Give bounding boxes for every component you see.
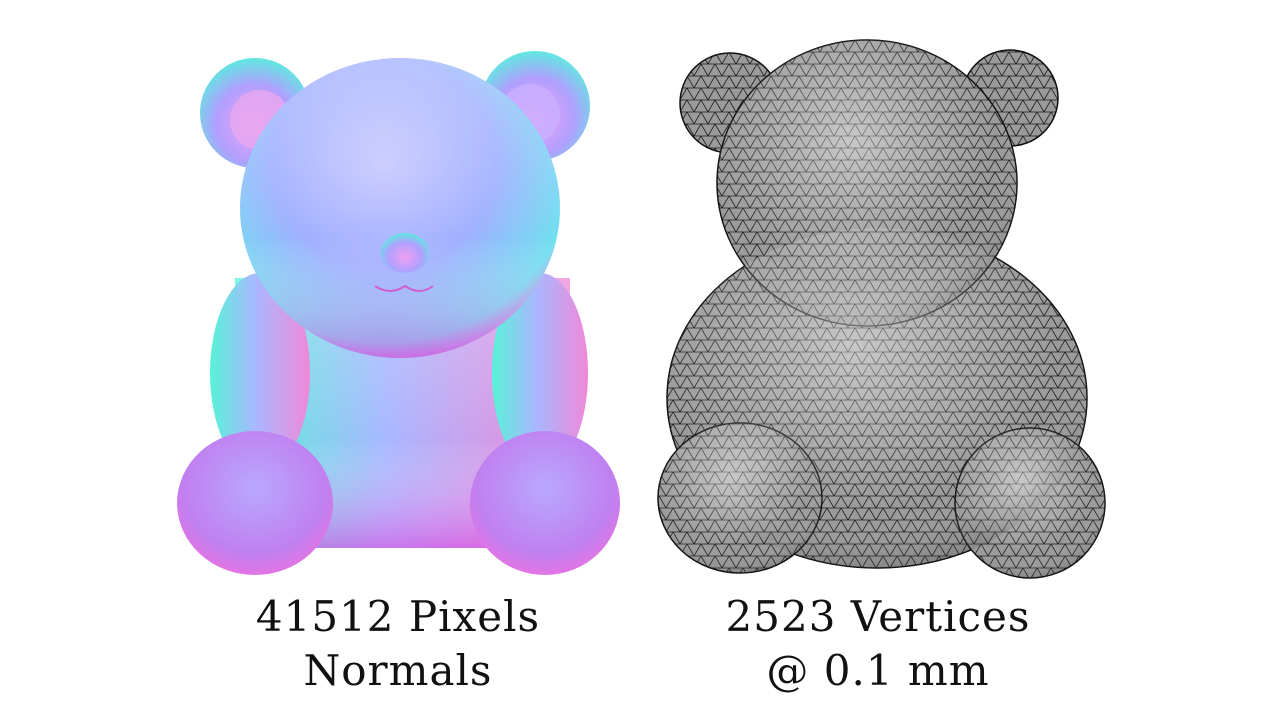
normal-map-image — [175, 28, 625, 578]
right-caption-line1: 2523 Vertices — [725, 592, 1031, 641]
left-caption-line1: 41512 Pixels — [255, 592, 541, 641]
left-caption: 41512 Pixels Normals — [198, 590, 598, 698]
left-caption-line2: Normals — [303, 646, 493, 695]
right-caption: 2523 Vertices @ 0.1 mm — [678, 590, 1078, 698]
mesh-image — [645, 28, 1115, 588]
teddy-bear-normals-icon — [177, 51, 620, 575]
right-caption-line2: @ 0.1 mm — [766, 646, 990, 695]
teddy-bear-mesh-icon — [657, 39, 1106, 579]
